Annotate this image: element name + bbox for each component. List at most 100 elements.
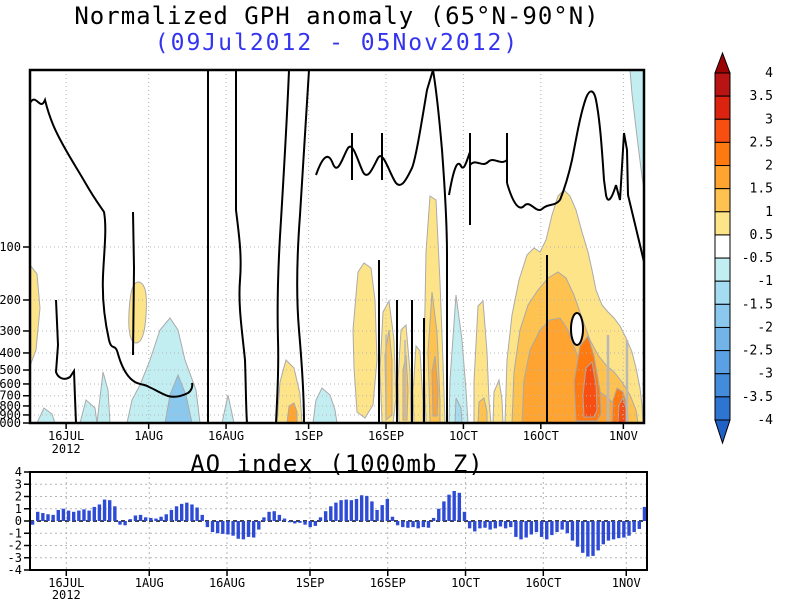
- colorbar-label: -3: [757, 367, 773, 382]
- ao-bar: [539, 521, 544, 537]
- cold-wedge-top-right: [629, 70, 644, 191]
- ao-bar: [97, 504, 102, 521]
- ao-bar: [149, 517, 153, 521]
- ao-bar: [226, 521, 230, 535]
- ao-x-axis-tick-label: 1AUG: [135, 576, 164, 590]
- colorbar-segment: [714, 211, 731, 236]
- ao-x-axis-tick-label: 16AUG: [209, 576, 245, 590]
- colorbar-label: -3.5: [742, 390, 773, 405]
- ao-bar: [560, 521, 564, 530]
- cold-fill-late-jul: [96, 371, 111, 423]
- ao-bar: [241, 521, 246, 540]
- x-axis-tick-label: 1NOV: [609, 429, 638, 443]
- y-axis-tick-label: 300: [0, 324, 21, 338]
- ao-index-bars: [30, 490, 647, 557]
- ao-bar: [596, 521, 600, 551]
- ao-bar: [375, 509, 379, 521]
- ao-bar: [251, 521, 256, 538]
- colorbar-label: 0.5: [750, 228, 773, 243]
- ao-bar: [200, 514, 204, 521]
- ao-bar: [575, 521, 580, 547]
- ao-bar: [359, 495, 364, 521]
- ao-bar: [143, 517, 148, 521]
- colorbar: 4 3.5 3 2.5 2 1.5 1 0.5 -0.5 -1 -1.5 -2 -2.5 -3 -3.5 -4: [714, 51, 773, 445]
- ao-x-axis-tick-label: 16SEP: [370, 576, 406, 590]
- ao-bar: [51, 514, 55, 521]
- ao-bar: [323, 511, 328, 521]
- ao-bar: [113, 506, 117, 521]
- cold-wedge-late-sep-core: [454, 397, 463, 423]
- colorbar-arrow-top: [714, 51, 731, 74]
- x-axis-tick-label: 16AUG: [208, 429, 244, 443]
- ao-bar: [395, 521, 400, 526]
- ao-bar: [601, 521, 605, 545]
- ao-bar: [503, 521, 508, 529]
- ao-bar: [473, 521, 477, 532]
- ao-bar: [154, 518, 158, 521]
- ao-y-axis-tick-label: 0: [15, 514, 22, 528]
- ao-y-axis-tick-label: 4: [15, 465, 22, 479]
- warm-fill-early-oct-2: [492, 378, 504, 423]
- ao-bar: [565, 521, 570, 534]
- ao-bar: [519, 521, 523, 540]
- cold-fill-early-sep: [312, 387, 338, 423]
- ao-bar: [488, 521, 492, 530]
- ao-bar: [344, 499, 348, 521]
- ao-bar: [102, 499, 107, 521]
- y-axis-tick-label: 800: [0, 399, 21, 413]
- colorbar-segment: [714, 326, 731, 352]
- ao-bar: [339, 500, 343, 521]
- ao-bar: [41, 513, 45, 521]
- ao-bar: [282, 518, 287, 521]
- ao-x-axis-tick-label: 1OCT: [451, 576, 480, 590]
- y-axis-tick-label: 600: [0, 377, 21, 391]
- ao-bar: [390, 516, 395, 521]
- ao-bar: [87, 510, 91, 521]
- ao-bar: [442, 501, 446, 521]
- colorbar-label: -1.5: [742, 297, 773, 312]
- ao-bar: [426, 521, 431, 528]
- x-axis-tick-label: 1OCT: [449, 429, 478, 443]
- ao-bar: [56, 509, 60, 521]
- colorbar-segment: [714, 350, 731, 375]
- warm-core-late-aug: [286, 402, 298, 423]
- ao-bar: [421, 521, 426, 528]
- ao-bar: [529, 521, 534, 535]
- ao-bar: [457, 492, 462, 521]
- colorbar-segment: [714, 188, 731, 213]
- x-axis-tick-label: 16OCT: [523, 429, 559, 443]
- y-axis-tick-label: 200: [0, 293, 21, 307]
- ao-bar: [195, 507, 199, 521]
- ao-bar: [313, 521, 318, 526]
- warm-column-16sep-3: [412, 344, 424, 423]
- ao-x-axis-tick-label: 16OCT: [525, 576, 561, 590]
- colorbar-label: -2: [757, 320, 773, 335]
- ao-x-axis-tick-label: 1SEP: [296, 576, 325, 590]
- colorbar-label: -1: [757, 274, 773, 289]
- ao-bar: [298, 521, 302, 523]
- colorbar-segment: [714, 373, 731, 398]
- y-axis-tick-label: 100: [0, 240, 21, 254]
- y-axis-tick-label: 500: [0, 363, 21, 377]
- ao-bar: [82, 509, 86, 521]
- ao-bar: [329, 506, 333, 521]
- ao-plot-gridlines: [30, 472, 647, 570]
- contour-fill-layer: [30, 70, 644, 423]
- ao-bar: [622, 521, 626, 538]
- ao-bar: [437, 508, 441, 521]
- ao-bar: [493, 521, 498, 529]
- colorbar-label: 1.5: [750, 182, 773, 197]
- ao-bar: [591, 521, 595, 556]
- zero-contour-eye: [570, 312, 584, 346]
- ao-bar: [267, 511, 271, 521]
- ao-bar: [303, 521, 307, 525]
- ao-y-axis-tick-label: 1: [15, 502, 22, 516]
- warm-fill-early-oct-1: [473, 299, 492, 423]
- ao-bar: [231, 521, 235, 536]
- ao-bar: [107, 500, 112, 521]
- ao-bar: [118, 521, 122, 525]
- ao-bar: [159, 516, 163, 521]
- y-axis-tick-label: 400: [0, 346, 21, 360]
